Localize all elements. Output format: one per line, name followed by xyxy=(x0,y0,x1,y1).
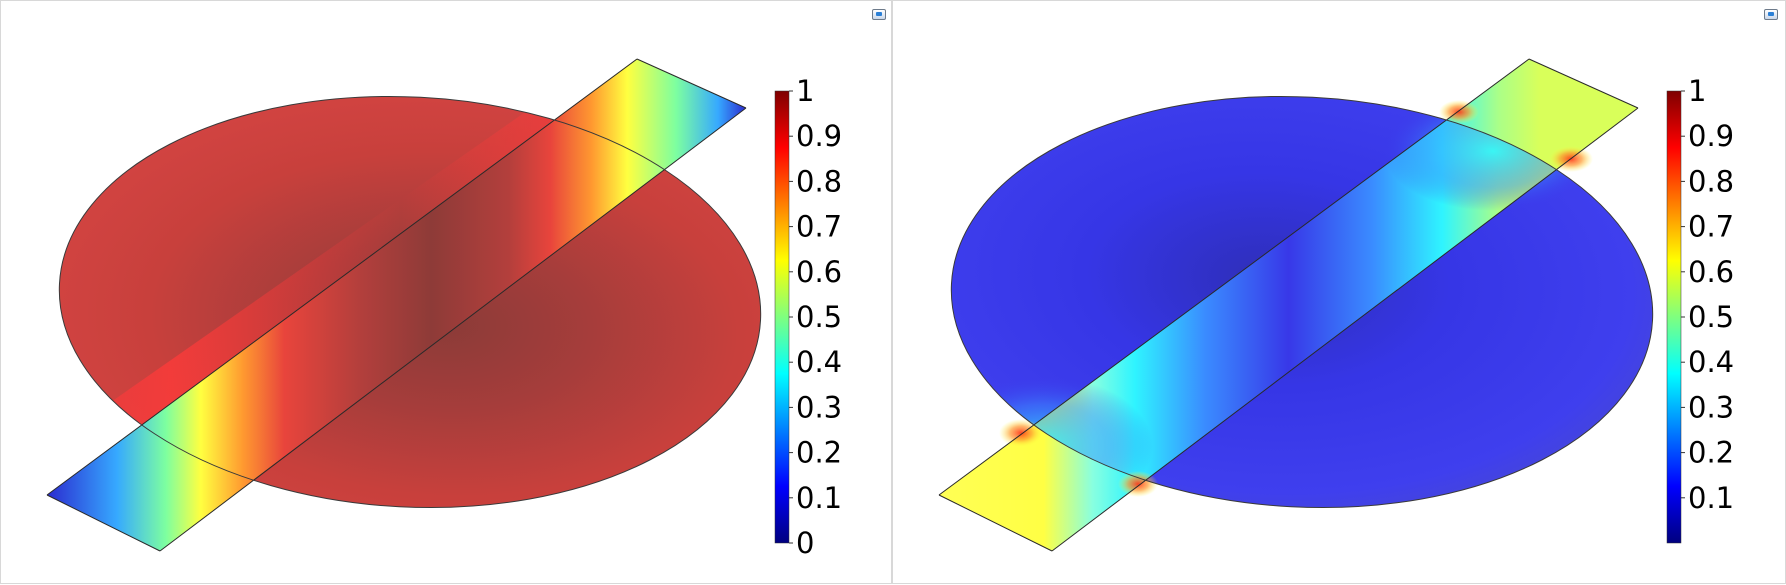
colorbar-tick-label: 0.1 xyxy=(796,481,842,515)
strip-edge-end-lower xyxy=(46,494,161,552)
colorbar-tick-label: 0.4 xyxy=(796,345,842,379)
colorbar-tick-label: 0.5 xyxy=(1688,300,1734,334)
left-surface-plot: 0 0.1 0.2 0.3 0.4 0.5 0.6 0.7 0.8 0.9 1 xyxy=(46,58,842,560)
colorbar-tick-label: 0.1 xyxy=(1688,481,1734,515)
colorbar-tick-label: 0.7 xyxy=(796,210,842,244)
strip-edge-lower xyxy=(1051,107,1639,552)
hotspot-upper-left xyxy=(1439,100,1479,124)
colorbar-tick-label: 0.4 xyxy=(1688,345,1734,379)
strip-edge-end-upper xyxy=(636,58,747,109)
colorbar-tick-label: 0.3 xyxy=(1688,390,1734,424)
colorbar-tick-label: 0.2 xyxy=(1688,436,1734,470)
strip-edge-end-lower xyxy=(938,494,1053,552)
graphics-window-icon[interactable] xyxy=(872,9,886,20)
hotspot-lower-right xyxy=(1118,471,1158,497)
colorbar-tick-label: 0.7 xyxy=(1688,210,1734,244)
colorbar-tick-label: 0.3 xyxy=(796,390,842,424)
colorbar-tick-label: 1 xyxy=(796,74,814,108)
graphics-window-icon[interactable] xyxy=(1764,9,1778,20)
colorbar-tick-label: 0.5 xyxy=(796,300,842,334)
right-plot-panel: 0.1 0.2 0.3 0.4 0.5 0.6 0.7 0.8 0.9 1 xyxy=(892,0,1786,584)
colorbar-tick-label: 0.9 xyxy=(796,119,842,153)
colorbar-ticks: 0 0.1 0.2 0.3 0.4 0.5 0.6 0.7 0.8 0.9 1 xyxy=(789,74,842,560)
strip-edge-end-upper xyxy=(1528,58,1639,109)
colorbar-tick-label: 0.6 xyxy=(1688,255,1734,289)
colorbar-tick-label: 1 xyxy=(1688,74,1706,108)
colorbar-tick-label: 0.2 xyxy=(796,436,842,470)
strip-edge-upper xyxy=(938,58,1530,496)
strip-edge-lower xyxy=(159,107,747,552)
colorbar-ticks: 0.1 0.2 0.3 0.4 0.5 0.6 0.7 0.8 0.9 1 xyxy=(1681,74,1734,515)
colorbar-tick-label: 0.9 xyxy=(1688,119,1734,153)
strip-edge-upper xyxy=(46,58,638,496)
strip-surface xyxy=(47,59,746,551)
colorbar-tick-label: 0.8 xyxy=(1688,164,1734,198)
colorbar xyxy=(1666,90,1682,544)
colorbar-tick-label: 0.6 xyxy=(796,255,842,289)
colorbar-tick-label: 0.8 xyxy=(796,164,842,198)
colorbar-tick-label: 0 xyxy=(796,526,814,560)
colorbar xyxy=(774,90,790,544)
disk-outline xyxy=(58,95,762,509)
disk-outline xyxy=(950,95,1654,509)
left-plot-panel: 0 0.1 0.2 0.3 0.4 0.5 0.6 0.7 0.8 0.9 1 xyxy=(0,0,892,584)
right-surface-plot: 0.1 0.2 0.3 0.4 0.5 0.6 0.7 0.8 0.9 1 xyxy=(938,58,1734,552)
